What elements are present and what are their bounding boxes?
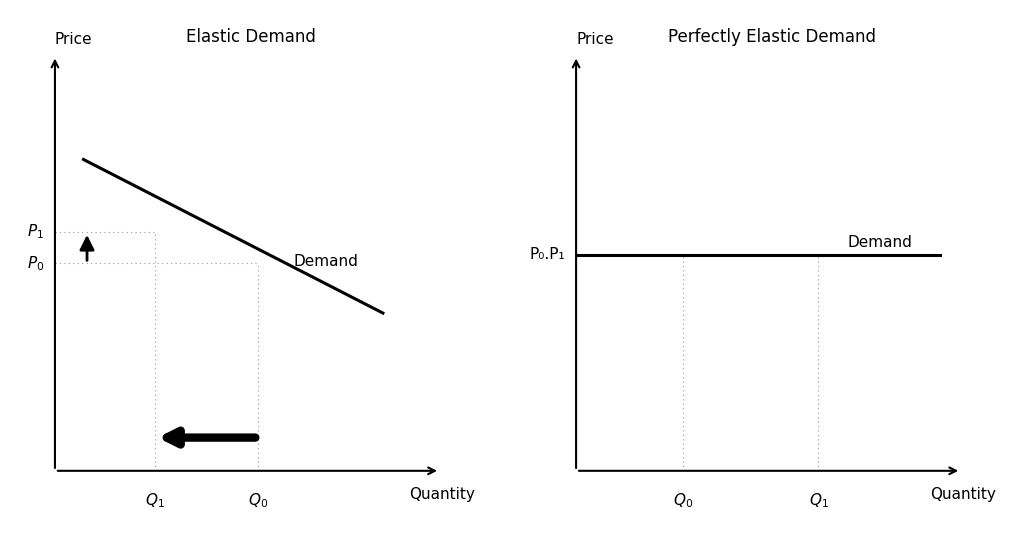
Text: $Q_0$: $Q_0$ — [248, 492, 268, 510]
Text: $Q_1$: $Q_1$ — [809, 492, 828, 510]
Title: Perfectly Elastic Demand: Perfectly Elastic Demand — [668, 28, 877, 46]
Text: Price: Price — [55, 32, 92, 47]
Text: Demand: Demand — [294, 253, 358, 268]
Text: $Q_1$: $Q_1$ — [144, 492, 165, 510]
Text: Quantity: Quantity — [930, 487, 995, 502]
Title: Elastic Demand: Elastic Demand — [186, 28, 316, 46]
Text: $Q_0$: $Q_0$ — [673, 492, 693, 510]
Text: $P_1$: $P_1$ — [28, 223, 44, 242]
Text: P₀.P₁: P₀.P₁ — [529, 247, 565, 263]
Text: $P_0$: $P_0$ — [27, 254, 44, 273]
Text: Demand: Demand — [847, 235, 912, 250]
Text: Quantity: Quantity — [409, 487, 475, 502]
Text: Price: Price — [577, 32, 613, 47]
